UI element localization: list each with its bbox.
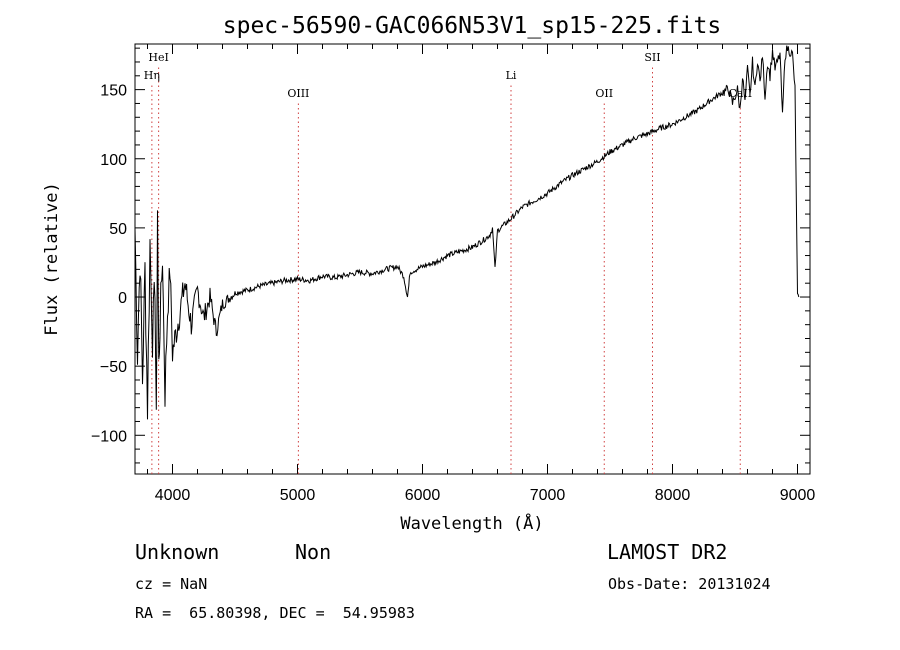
chart-title: spec-56590-GAC066N53V1_sp15-225.fits bbox=[223, 13, 722, 39]
y-tick-label: 150 bbox=[100, 83, 127, 100]
coords-label: RA = 65.80398, DEC = 54.95983 bbox=[135, 604, 415, 622]
cz-label: cz = NaN bbox=[135, 575, 208, 593]
survey-label: LAMOST DR2 bbox=[607, 540, 728, 564]
x-tick-label: 9000 bbox=[780, 487, 816, 504]
y-axis: −100 −50 0 50 100 150 bbox=[91, 47, 810, 464]
x-tick-label: 5000 bbox=[280, 487, 316, 504]
y-tick-label: 100 bbox=[100, 152, 127, 169]
spectral-line-label: Hη bbox=[144, 69, 160, 82]
y-tick-label: 50 bbox=[109, 221, 127, 238]
y-tick-label: 0 bbox=[118, 290, 127, 307]
obs-date-label: Obs-Date: 20131024 bbox=[608, 575, 771, 593]
y-tick-label: −100 bbox=[91, 428, 127, 445]
plot-frame bbox=[134, 43, 811, 475]
y-axis-label: Flux (relative) bbox=[42, 182, 62, 336]
x-tick-label: 6000 bbox=[405, 487, 441, 504]
x-axis-label: Wavelength (Å) bbox=[400, 512, 543, 534]
spectral-line-label: HeI bbox=[148, 51, 168, 64]
x-tick-label: 4000 bbox=[155, 487, 191, 504]
class-label: Unknown bbox=[135, 540, 220, 564]
spectral-line-label: OII bbox=[595, 87, 613, 100]
spectral-line-label: OIII bbox=[287, 87, 309, 100]
subclass-label: Non bbox=[295, 540, 332, 564]
y-tick-label: −50 bbox=[100, 359, 127, 376]
x-tick-label: 8000 bbox=[655, 487, 691, 504]
spectral-line-label: Li bbox=[506, 69, 517, 82]
x-axis: 4000 5000 6000 7000 8000 9000 bbox=[147, 44, 816, 504]
spectral-line-label: SII bbox=[644, 51, 660, 64]
x-tick-label: 7000 bbox=[530, 487, 566, 504]
spectrum-line bbox=[134, 45, 800, 420]
